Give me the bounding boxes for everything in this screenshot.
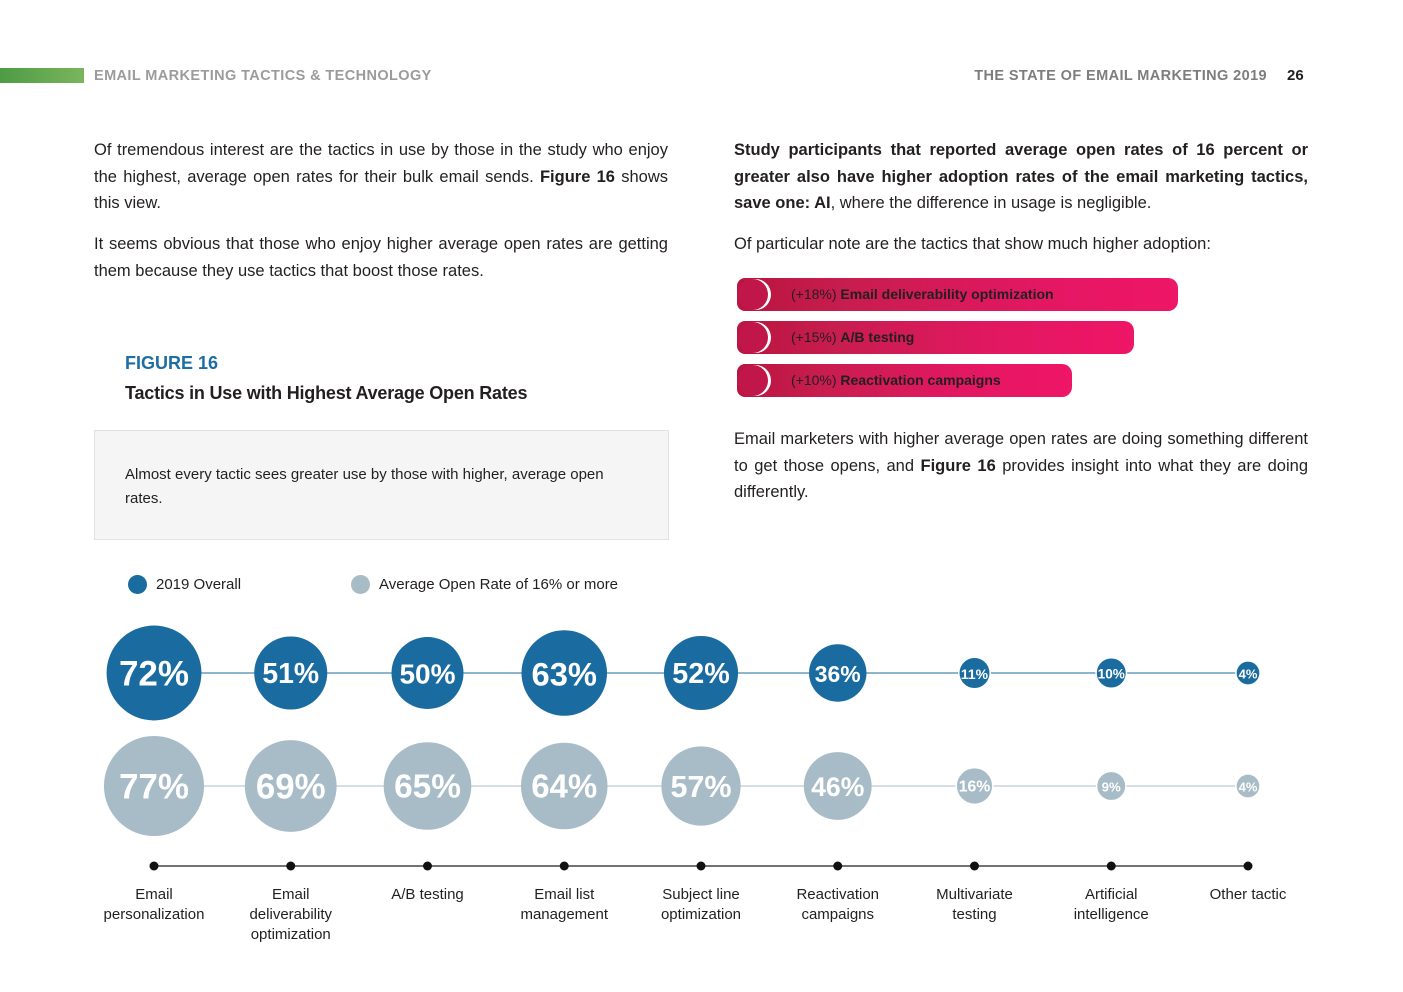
legend-high-open-label: Average Open Rate of 16% or more bbox=[379, 576, 619, 593]
bubble-ring bbox=[1095, 770, 1127, 802]
data-bubble bbox=[809, 644, 867, 702]
category-label: A/B testing bbox=[391, 886, 464, 903]
note-paragraph: Of particular note are the tactics that … bbox=[734, 235, 1211, 253]
section-title: EMAIL MARKETING TACTICS & TECHNOLOGY bbox=[94, 68, 432, 84]
highlight-pill: (+18%) Email deliverability optimization bbox=[737, 278, 1178, 311]
data-label: 46% bbox=[811, 772, 864, 802]
report-title: THE STATE OF EMAIL MARKETING 2019 bbox=[974, 68, 1267, 84]
category-label: Email bbox=[135, 886, 173, 903]
bubble-ring bbox=[955, 766, 994, 806]
figure-label: FIGURE 16 bbox=[125, 353, 219, 373]
data-label: 16% bbox=[959, 779, 991, 796]
data-bubble bbox=[520, 742, 608, 830]
bubble-chart: 72% 51% 50% 63% 52% 36% 11% 10% 4% 77% 69% 65% 64% 57… bbox=[103, 625, 1287, 943]
callout-text: Almost every tactic sees greater use by … bbox=[125, 466, 604, 507]
data-label: 63% bbox=[532, 656, 597, 693]
axis-tick-dot bbox=[833, 861, 843, 871]
highlight-pill: (+15%) A/B testing bbox=[737, 321, 1134, 354]
data-bubble bbox=[106, 625, 202, 721]
pill-cap bbox=[737, 279, 768, 310]
data-bubble bbox=[391, 637, 464, 709]
category-label: Other tactic bbox=[1210, 886, 1287, 903]
data-bubble bbox=[1235, 773, 1261, 799]
category-label: personalization bbox=[104, 906, 205, 923]
data-label: 69% bbox=[256, 768, 326, 807]
data-label: 4% bbox=[1239, 667, 1258, 682]
data-bubble bbox=[1096, 657, 1127, 689]
data-bubble bbox=[244, 740, 337, 832]
data-bubble bbox=[956, 767, 993, 805]
data-bubble bbox=[803, 752, 872, 820]
axis-tick-dot bbox=[1106, 861, 1116, 871]
category-label: Multivariate bbox=[936, 886, 1013, 903]
findings-paragraph: Study participants that reported average… bbox=[734, 141, 1308, 212]
data-bubble bbox=[103, 735, 205, 837]
category-label: intelligence bbox=[1074, 906, 1149, 923]
highlight-pill: (+10%) Reactivation campaigns bbox=[737, 364, 1072, 397]
bubble-ring bbox=[1235, 660, 1261, 686]
data-bubble bbox=[254, 636, 328, 710]
page-number: 26 bbox=[1287, 67, 1304, 84]
category-label: Email list bbox=[534, 886, 595, 903]
axis-tick-dot bbox=[286, 861, 296, 871]
axis-tick-dot bbox=[970, 861, 979, 871]
category-label: Subject line bbox=[662, 886, 740, 903]
category-label: testing bbox=[952, 906, 996, 923]
legend-high-open-swatch bbox=[351, 575, 370, 594]
category-label: optimization bbox=[661, 906, 741, 923]
axis-tick-dot bbox=[696, 861, 706, 871]
data-label: 64% bbox=[531, 769, 597, 806]
pill-cap bbox=[737, 322, 768, 353]
data-label: 72% bbox=[119, 655, 189, 694]
category-label: management bbox=[520, 906, 608, 923]
data-bubble bbox=[663, 635, 739, 711]
category-label: Email bbox=[272, 886, 310, 903]
legend-overall-swatch bbox=[128, 575, 147, 594]
category-label: campaigns bbox=[801, 906, 874, 923]
conclusion-paragraph: Email marketers with higher average open… bbox=[734, 430, 1308, 501]
bubble-ring bbox=[958, 656, 991, 690]
data-label: 77% bbox=[119, 768, 189, 807]
bubble-ring bbox=[1095, 657, 1128, 689]
data-bubble bbox=[1096, 771, 1126, 801]
data-bubble bbox=[958, 657, 991, 689]
figure-reference: Figure 16 bbox=[539, 167, 615, 186]
data-label: 52% bbox=[672, 658, 729, 690]
category-label: Reactivation bbox=[796, 886, 879, 903]
data-label: 50% bbox=[399, 659, 455, 690]
data-label: 36% bbox=[815, 661, 861, 687]
data-label: 65% bbox=[394, 769, 461, 806]
pill-cap bbox=[737, 365, 768, 396]
axis-tick-dot bbox=[149, 861, 159, 871]
callout-box: Almost every tactic sees greater use by … bbox=[94, 430, 669, 540]
data-label: 11% bbox=[961, 666, 989, 682]
header-accent-bar bbox=[0, 68, 84, 83]
intro-paragraph: Of tremendous interest are the tactics i… bbox=[94, 141, 669, 212]
data-label: 4% bbox=[1239, 780, 1258, 795]
data-label: 9% bbox=[1102, 780, 1121, 795]
axis-tick-dot bbox=[1243, 861, 1253, 871]
data-label: 10% bbox=[1098, 667, 1125, 682]
data-label: 57% bbox=[670, 770, 731, 804]
data-bubble bbox=[383, 742, 472, 830]
observation-paragraph: It seems obvious that those who enjoy hi… bbox=[94, 235, 668, 280]
category-label: optimization bbox=[251, 926, 331, 943]
data-bubble bbox=[521, 630, 608, 716]
axis-tick-dot bbox=[423, 861, 432, 871]
figure-title: Tactics in Use with Highest Average Open… bbox=[125, 383, 528, 403]
data-label: 51% bbox=[262, 658, 319, 690]
legend-overall-label: 2019 Overall bbox=[156, 576, 242, 593]
data-bubble bbox=[661, 746, 741, 826]
axis-tick-dot bbox=[559, 861, 569, 871]
category-label: Artificial bbox=[1085, 886, 1138, 903]
category-label: deliverability bbox=[249, 906, 332, 923]
bubble-ring bbox=[1235, 773, 1261, 799]
data-bubble bbox=[1235, 660, 1261, 686]
